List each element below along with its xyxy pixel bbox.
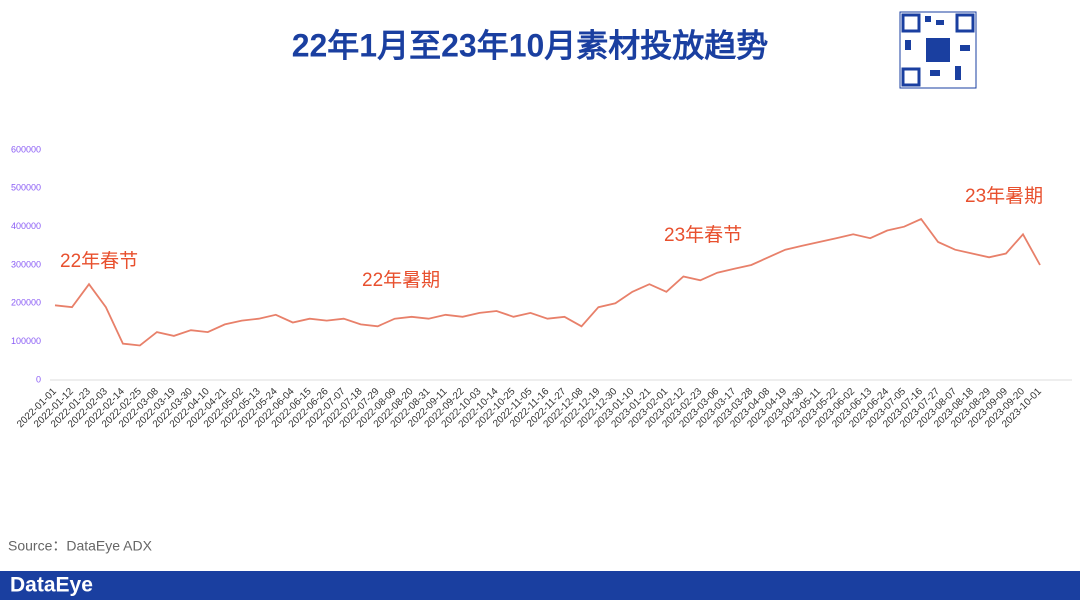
y-tick-label: 500000 — [11, 183, 41, 193]
y-tick-label: 400000 — [11, 221, 41, 231]
annotation: 23年春节 — [664, 224, 742, 246]
y-tick-label: 600000 — [11, 144, 41, 154]
brand: DataEye — [10, 574, 93, 597]
y-tick-label: 200000 — [11, 298, 41, 308]
source: Source：DataEye ADX — [8, 538, 153, 554]
annotation: 22年春节 — [60, 250, 138, 272]
line — [54, 217, 1041, 347]
footer-bar — [0, 571, 1080, 600]
y-tick-label: 300000 — [11, 259, 41, 269]
y-tick-label: 0 — [36, 374, 41, 384]
annotation: 23年暑期 — [965, 185, 1043, 207]
annotation: 22年暑期 — [362, 269, 440, 291]
qr-code — [899, 11, 977, 89]
chart-title: 22年1月至23年10月素材投放趋势 — [292, 27, 769, 63]
y-tick-label: 100000 — [11, 336, 41, 346]
